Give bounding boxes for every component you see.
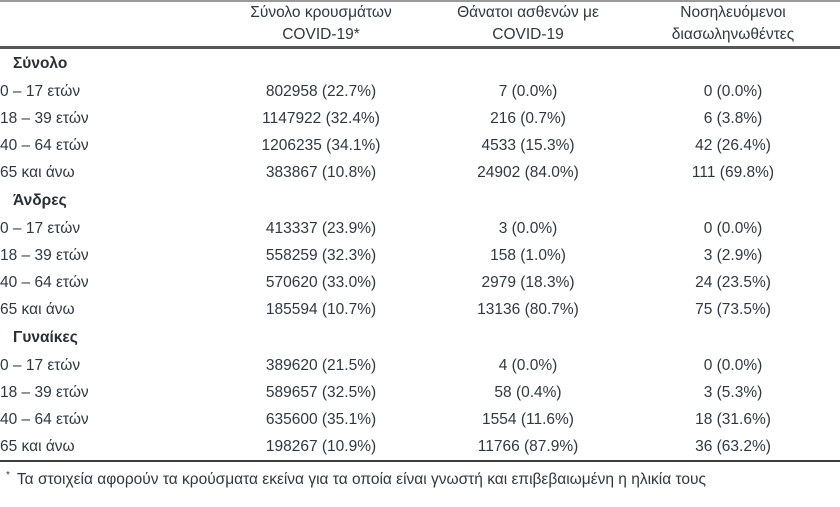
group-label-women: Γυναίκες — [13, 328, 78, 346]
deaths-value: 24902 (84.0%) — [477, 163, 579, 181]
age-label: 0 – 17 ετών — [0, 82, 81, 100]
cases-value: 802958 (22.7%) — [265, 82, 377, 100]
table-row: 18 – 39 ετών 558259 (32.3%) 158 (1.0%) 3… — [0, 242, 840, 269]
deaths-value: 13136 (80.7%) — [477, 300, 579, 318]
group-label-men: Άνδρες — [13, 191, 67, 209]
age-label: 65 και άνω — [0, 433, 212, 462]
intubated-value: 0 (0.0%) — [703, 219, 763, 237]
table-row: 0 – 17 ετών 802958 (22.7%) 7 (0.0%) 0 (0… — [0, 78, 840, 105]
table-footnote: * Τα στοιχεία αφορούν τα κρούσματα εκείνα… — [0, 465, 840, 491]
deaths-value: 158 (1.0%) — [490, 246, 566, 264]
header-intubated: Νοσηλευόμενοι διασωληνωθέντες — [626, 1, 840, 49]
age-label: 18 – 39 ετών — [0, 383, 89, 401]
age-label: 18 – 39 ετών — [0, 246, 89, 264]
group-header-row-men: Άνδρες — [0, 186, 840, 215]
deaths-value: 58 (0.4%) — [494, 383, 562, 401]
deaths-value: 11766 (87.9%) — [430, 433, 626, 462]
deaths-value: 1554 (11.6%) — [482, 410, 574, 428]
table-row: 18 – 39 ετών 589657 (32.5%) 58 (0.4%) 3 … — [0, 379, 840, 406]
group-header-row-women: Γυναίκες — [0, 323, 840, 352]
age-label: 18 – 39 ετών — [0, 109, 89, 127]
group-header-row-total: Σύνολο — [0, 48, 840, 79]
header-empty-cell — [0, 1, 212, 49]
deaths-value: 4533 (15.3%) — [481, 136, 575, 154]
cases-value: 198267 (10.9%) — [212, 433, 430, 462]
table-row: 18 – 39 ετών 1147922 (32.4%) 216 (0.7%) … — [0, 105, 840, 132]
age-label: 0 – 17 ετών — [0, 219, 81, 237]
intubated-value: 0 (0.0%) — [703, 356, 763, 374]
footnote-text: Τα στοιχεία αφορούν τα κρούσματα εκείνα … — [16, 471, 706, 489]
table-row: 0 – 17 ετών 389620 (21.5%) 4 (0.0%) 0 (0… — [0, 352, 840, 379]
deaths-value: 2979 (18.3%) — [481, 273, 575, 291]
age-label: 0 – 17 ετών — [0, 356, 81, 374]
age-label: 40 – 64 ετών — [0, 273, 89, 291]
intubated-value: 6 (3.8%) — [703, 109, 763, 127]
group-label-total: Σύνολο — [13, 54, 68, 72]
table-row: 40 – 64 ετών 570620 (33.0%) 2979 (18.3%)… — [0, 269, 840, 296]
intubated-value: 24 (23.5%) — [695, 273, 771, 291]
deaths-value: 216 (0.7%) — [490, 109, 566, 127]
cases-value: 1206235 (34.1%) — [261, 136, 381, 154]
cases-value: 383867 (10.8%) — [265, 163, 377, 181]
cases-value: 589657 (32.5%) — [265, 383, 377, 401]
age-label: 65 και άνω — [0, 300, 75, 318]
deaths-value: 4 (0.0%) — [498, 356, 558, 374]
intubated-value: 3 (5.3%) — [703, 383, 763, 401]
intubated-value: 42 (26.4%) — [695, 136, 771, 154]
deaths-value: 7 (0.0%) — [498, 82, 558, 100]
age-label: 40 – 64 ετών — [0, 410, 89, 428]
header-row: Σύνολο κρουσμάτων COVID-19* Θάνατοι ασθε… — [0, 1, 840, 49]
age-label: 65 και άνω — [0, 163, 75, 181]
intubated-value: 3 (2.9%) — [703, 246, 763, 264]
cases-value: 570620 (33.0%) — [265, 273, 377, 291]
table-row: 65 και άνω 185594 (10.7%) 13136 (80.7%) … — [0, 296, 840, 323]
table-row: 0 – 17 ετών 413337 (23.9%) 3 (0.0%) 0 (0… — [0, 215, 840, 242]
intubated-value: 111 (69.8%) — [691, 163, 775, 181]
footnote-asterisk: * — [6, 470, 10, 481]
header-total-cases: Σύνολο κρουσμάτων COVID-19* — [212, 1, 430, 49]
intubated-value: 75 (73.5%) — [695, 300, 771, 318]
intubated-value: 18 (31.6%) — [695, 410, 771, 428]
table-body: Σύνολο 0 – 17 ετών 802958 (22.7%) 7 (0.0… — [0, 48, 840, 462]
table-header: Σύνολο κρουσμάτων COVID-19* Θάνατοι ασθε… — [0, 1, 840, 49]
deaths-value: 3 (0.0%) — [498, 219, 558, 237]
table-row: 65 και άνω 198267 (10.9%) 11766 (87.9%) … — [0, 433, 840, 462]
statistics-table: Σύνολο κρουσμάτων COVID-19* Θάνατοι ασθε… — [0, 0, 840, 462]
intubated-value: 0 (0.0%) — [703, 82, 763, 100]
header-deaths: Θάνατοι ασθενών με COVID-19 — [430, 1, 626, 49]
table-row: 65 και άνω 383867 (10.8%) 24902 (84.0%) … — [0, 159, 840, 186]
cases-value: 185594 (10.7%) — [265, 300, 377, 318]
cases-value: 413337 (23.9%) — [265, 219, 377, 237]
cases-value: 1147922 (32.4%) — [262, 109, 380, 127]
table-row: 40 – 64 ετών 1206235 (34.1%) 4533 (15.3%… — [0, 132, 840, 159]
age-label: 40 – 64 ετών — [0, 136, 89, 154]
cases-value: 635600 (35.1%) — [265, 410, 377, 428]
table-row: 40 – 64 ετών 635600 (35.1%) 1554 (11.6%)… — [0, 406, 840, 433]
intubated-value: 36 (63.2%) — [626, 433, 840, 462]
cases-value: 558259 (32.3%) — [265, 246, 377, 264]
cases-value: 389620 (21.5%) — [265, 356, 377, 374]
